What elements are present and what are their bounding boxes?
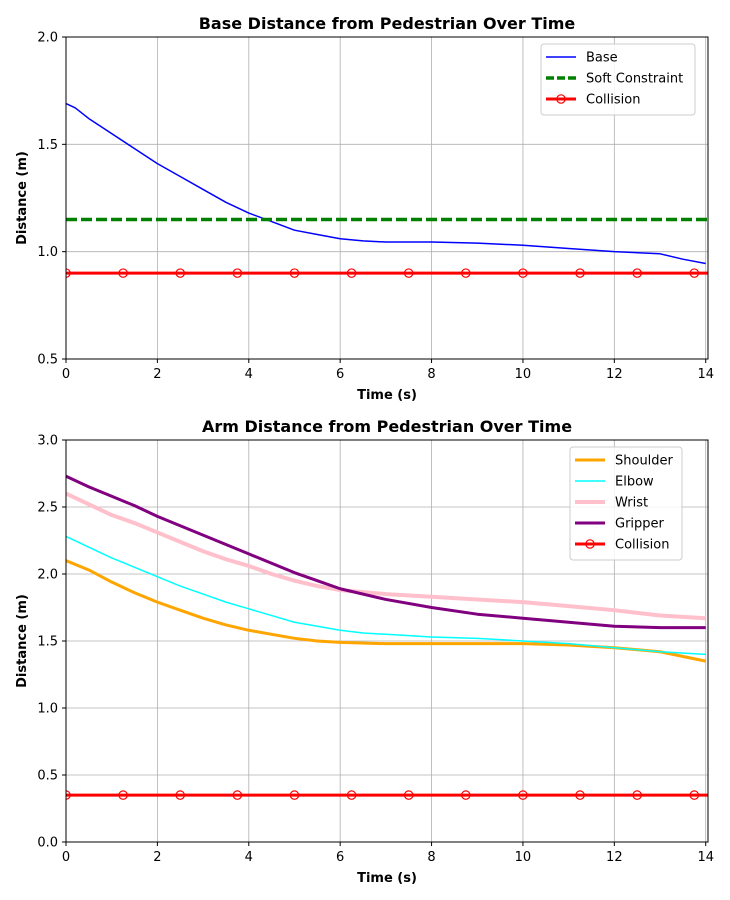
legend-box xyxy=(569,446,683,561)
series-point-collision xyxy=(118,268,128,278)
y-tick-label: 0.5 xyxy=(37,769,58,784)
y-tick-label: 1.5 xyxy=(37,138,58,153)
x-tick-label: 12 xyxy=(606,850,623,865)
series-point-collision xyxy=(403,268,414,278)
chart-title: Arm Distance from Pedestrian Over Time xyxy=(202,417,572,436)
x-tick-label: 0 xyxy=(62,850,70,865)
x-tick-label: 6 xyxy=(336,367,344,382)
series-point-collision xyxy=(461,268,471,278)
series-point-collision xyxy=(175,268,186,278)
series-line-shoulder xyxy=(66,559,707,663)
x-tick-label: 10 xyxy=(515,367,532,382)
y-tick-label: 2.0 xyxy=(37,31,58,46)
series-point-collision xyxy=(66,268,71,278)
series-point-collision xyxy=(232,268,243,278)
series-point-collision xyxy=(346,268,357,278)
series-point-collision xyxy=(575,268,585,278)
series-point-collision xyxy=(518,268,528,278)
legend-label-gripper: Gripper xyxy=(615,517,665,532)
x-tick-label: 2 xyxy=(153,850,161,865)
y-tick-label: 1.0 xyxy=(37,702,58,717)
series-line-gripper xyxy=(66,474,706,630)
y-tick-label: 1.5 xyxy=(37,635,58,650)
x-axis-label: Time (s) xyxy=(357,388,417,403)
series-point-collision xyxy=(232,790,243,800)
y-tick-label: 0.5 xyxy=(37,353,58,368)
x-tick-label: 8 xyxy=(427,850,435,865)
y-axis-label: Distance (m) xyxy=(15,594,30,688)
legend-label-elbow: Elbow xyxy=(615,475,654,490)
series-line-elbow xyxy=(66,535,706,656)
chart-title: Base Distance from Pedestrian Over Time xyxy=(199,14,576,33)
legend-marker-collision xyxy=(556,94,566,104)
series-point-collision xyxy=(403,790,414,800)
plot-area xyxy=(66,474,708,800)
x-axis-label: Time (s) xyxy=(357,871,417,886)
legend-marker-collision xyxy=(585,539,595,549)
x-tick-label: 0 xyxy=(62,367,70,382)
legend-label-base: Base xyxy=(586,51,618,66)
y-axis-label: Distance (m) xyxy=(15,151,30,245)
legend-label-shoulder: Shoulder xyxy=(615,454,674,469)
y-tick-label: 2.0 xyxy=(37,568,58,583)
series-point-collision xyxy=(175,790,186,800)
chart-2: 0 2 4 6 8 10 12 14 0.0 0.5 1.0 1.5 2.0 2.5 3.0 Arm Dist… xyxy=(15,417,714,886)
plot-area xyxy=(66,102,708,278)
series-point-collision xyxy=(346,790,357,800)
x-tick-label: 10 xyxy=(515,850,532,865)
x-tick-label: 14 xyxy=(697,367,714,382)
legend: Shoulder Elbow Wrist Gripper Collision xyxy=(569,446,683,561)
series-point-collision xyxy=(289,790,300,800)
plot-frame xyxy=(65,36,709,360)
x-tick-label: 4 xyxy=(245,367,253,382)
y-tick-label: 2.5 xyxy=(37,501,58,516)
series-point-collision xyxy=(289,268,300,278)
x-tick-label: 12 xyxy=(606,367,623,382)
y-tick-label: 3.0 xyxy=(37,434,58,449)
x-tick-label: 6 xyxy=(336,850,344,865)
y-tick-label: 0.0 xyxy=(37,836,58,851)
chart-1: 0 2 4 6 8 10 12 14 0.5 1.0 1.5 2.0 Base Distance fro… xyxy=(15,14,714,403)
x-tick-label: 2 xyxy=(153,367,161,382)
x-tick-label: 8 xyxy=(427,367,435,382)
legend-label-soft-constraint: Soft Constraint xyxy=(586,72,683,87)
series-point-collision xyxy=(632,268,642,278)
legend-label-wrist: Wrist xyxy=(615,496,648,511)
series-point-collision xyxy=(118,790,128,800)
x-tick-label: 14 xyxy=(697,850,714,865)
series-point-collision xyxy=(689,790,700,800)
series-point-collision xyxy=(461,790,471,800)
series-point-collision xyxy=(575,790,585,800)
series-line-wrist xyxy=(66,491,706,621)
legend: Base Soft Constraint Collision xyxy=(540,43,696,116)
series-point-collision xyxy=(518,790,528,800)
series-line-base xyxy=(66,102,706,265)
series-point-collision xyxy=(689,268,700,278)
y-tick-label: 1.0 xyxy=(37,245,58,260)
legend-label-collision: Collision xyxy=(615,538,669,553)
series-point-collision xyxy=(632,790,642,800)
legend-box xyxy=(540,43,696,116)
x-tick-label: 4 xyxy=(245,850,253,865)
series-point-collision xyxy=(66,790,71,800)
legend-label-collision: Collision xyxy=(586,93,640,108)
